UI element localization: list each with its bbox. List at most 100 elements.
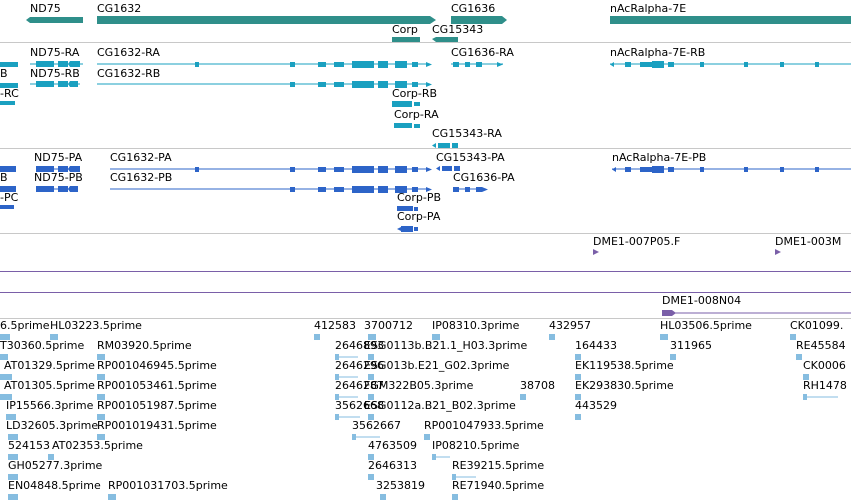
est-label[interactable]: RP001019431.5prime [97,419,217,432]
est-label[interactable]: RE39215.5prime [452,459,545,472]
est-label[interactable]: 432957 [549,319,591,332]
clone-glyph-dme1-008n04 [662,310,676,316]
transcript-label-corp-rb[interactable]: Corp-RB [392,87,438,100]
est-label[interactable]: 412583 [314,319,356,332]
est-label[interactable]: FGM322B05.3prime [364,379,474,392]
gene-label-cg15343[interactable]: CG15343 [432,23,484,36]
est-label[interactable]: 2646287 [335,379,384,392]
protein-glyph-cg15343-pa [436,166,460,171]
est-label[interactable]: GH05277.3prime [8,459,103,472]
protein-label-nacralpha-7e-pb[interactable]: nAcRalpha-7E-PB [612,151,707,164]
protein-glyph-corp-pb [397,206,418,211]
protein-label-cg1632-pb[interactable]: CG1632-PB [110,171,173,184]
rna-glyph-corp-ra [394,123,420,128]
protein-label-nd75-pa[interactable]: ND75-PA [34,151,83,164]
transcript-label-nd75-rb[interactable]: ND75-RB [30,67,80,80]
est-label[interactable]: ESG013b.E21_G02.3prime [364,359,510,372]
est-label[interactable]: RP001031703.5prime [108,479,228,492]
est-label[interactable]: ESG0113b.B21.1_H03.3prime [364,339,528,352]
protein-glyph-nacralpha-7e-pb [612,166,819,173]
protein-track [0,166,851,232]
est-label[interactable]: EN04848.5prime [8,479,101,492]
gene-label-cg1636[interactable]: CG1636 [451,2,496,15]
gene-glyph-cg15343 [432,37,458,42]
rna-glyph-cg1632-ra [195,61,432,68]
transcript-label-partial-b[interactable]: B [0,67,8,80]
est-label[interactable]: HL03223.5prime [50,319,142,332]
est-label[interactable]: RP001047933.5prime [424,419,544,432]
protein-glyph-partial [0,205,14,209]
est-label[interactable]: 4763509 [368,439,417,452]
protein-glyph-cg1632-pb [290,186,432,193]
est-label[interactable]: 311965 [670,339,712,352]
transcript-label-corp-ra[interactable]: Corp-RA [394,108,439,121]
track-separator [0,233,851,234]
protein-glyph-partial [0,186,16,192]
est-label[interactable]: RE45584 [796,339,846,352]
est-label[interactable]: RH1478 [803,379,847,392]
protein-label-partial-b[interactable]: B [0,171,8,184]
protein-label-cg1636-pa[interactable]: CG1636-PA [453,171,515,184]
clone-track-line [0,292,851,293]
gene-label-nacralpha-7e[interactable]: nAcRalpha-7E [610,2,687,15]
est-label[interactable]: T30360.5prime [0,339,85,352]
gene-glyph-cg1632 [97,16,436,24]
est-label[interactable]: 443529 [575,399,617,412]
protein-label-nd75-pb[interactable]: ND75-PB [34,171,83,184]
est-label[interactable]: EK119538.5prime [575,359,674,372]
protein-label-corp-pb[interactable]: Corp-PB [397,191,442,204]
protein-label-corp-pa[interactable]: Corp-PA [397,210,441,223]
est-label[interactable]: HL03506.5prime [660,319,752,332]
est-label[interactable]: 524153 [8,439,50,452]
protein-glyph-partial [0,166,16,172]
protein-glyph-cg1636-pa [453,187,488,192]
est-label[interactable]: RP001046945.5prime [97,359,217,372]
est-label[interactable]: RP001051987.5prime [97,399,217,412]
est-label[interactable]: AT01305.5prime [4,379,95,392]
est-label[interactable]: RM03920.5prime [97,339,192,352]
protein-glyph-nd75-pb [36,186,78,192]
gene-label-nd75[interactable]: ND75 [30,2,61,15]
clone-label-dme1-003m[interactable]: DME1-003M [775,235,842,248]
transcript-label-nd75-ra[interactable]: ND75-RA [30,46,80,59]
protein-label-cg15343-pa[interactable]: CG15343-PA [436,151,505,164]
est-label[interactable]: 2646893 [335,339,384,352]
transcript-label-cg1632-rb[interactable]: CG1632-RB [97,67,161,80]
est-label[interactable]: IP08310.3prime [432,319,520,332]
est-label[interactable]: IP08210.5prime [432,439,520,452]
est-label[interactable]: CK01099. [790,319,844,332]
protein-label-cg1632-pa[interactable]: CG1632-PA [110,151,172,164]
gene-label-cg1632[interactable]: CG1632 [97,2,142,15]
est-label[interactable]: ESG0112a.B21_B02.3prime [364,399,516,412]
gene-label-corp[interactable]: Corp [392,23,418,36]
est-label[interactable]: RE71940.5prime [452,479,545,492]
est-label[interactable]: 164433 [575,339,617,352]
est-label[interactable]: 2646296 [335,359,384,372]
transcript-label-partial-rc[interactable]: -RC [0,87,19,100]
rna-glyph-partial [0,62,18,67]
rna-glyph-nd75-rb [36,81,54,87]
clone-label-dme1-007p05[interactable]: DME1-007P05.F [593,235,681,248]
est-label[interactable]: LD32605.3prime [6,419,99,432]
est-label[interactable]: 2646313 [368,459,417,472]
est-label[interactable]: 3562667 [352,419,401,432]
est-label[interactable]: 3700712 [364,319,413,332]
protein-label-partial-pc[interactable]: -PC [0,191,19,204]
est-label[interactable]: AT01329.5prime [4,359,95,372]
est-label[interactable]: 38708 [520,379,555,392]
est-label[interactable]: 3253819 [376,479,425,492]
est-label[interactable]: 6.5prime [0,319,50,332]
est-track [0,334,838,500]
est-label[interactable]: CK0006 [803,359,846,372]
est-label[interactable]: AT02353.5prime [52,439,143,452]
clone-label-dme1-008n04[interactable]: DME1-008N04 [662,294,742,307]
est-label[interactable]: EK293830.5prime [575,379,674,392]
transcript-label-cg15343-ra[interactable]: CG15343-RA [432,127,502,140]
transcript-label-cg1632-ra[interactable]: CG1632-RA [97,46,160,59]
est-label[interactable]: IP15566.3prime [6,399,94,412]
gene-glyph-nacralpha-7e [610,16,851,24]
est-label[interactable]: RP001053461.5prime [97,379,217,392]
est-label[interactable]: 3562668 [335,399,384,412]
transcript-label-cg1636-ra[interactable]: CG1636-RA [451,46,514,59]
transcript-label-nacralpha-7e-rb[interactable]: nAcRalpha-7E-RB [610,46,706,59]
